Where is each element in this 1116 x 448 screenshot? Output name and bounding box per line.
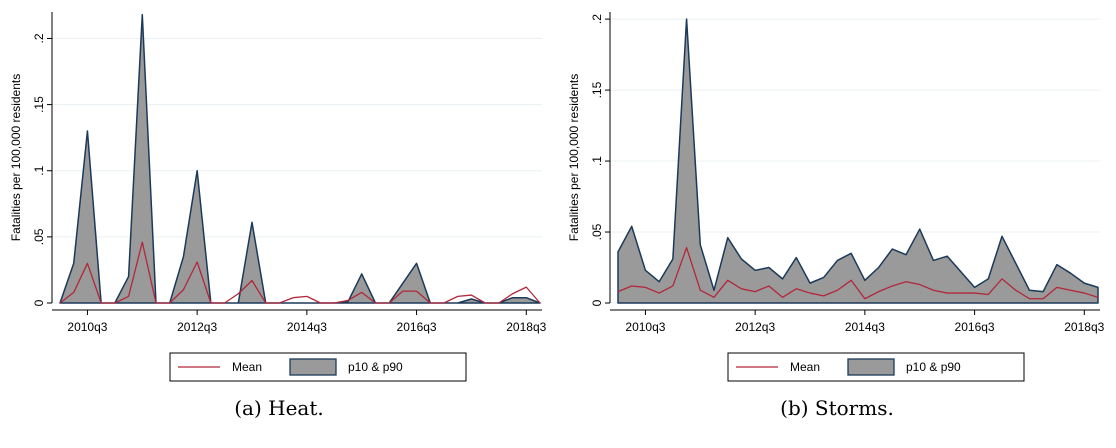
y-tick-label: .05: [590, 223, 604, 240]
y-tick-label: .15: [590, 81, 604, 98]
x-tick-label: 2010q3: [625, 320, 665, 334]
legend-band-label: p10 & p90: [348, 360, 403, 374]
series-mean-line: [617, 246, 1099, 300]
y-tick-label: .2: [32, 33, 46, 43]
y-tick-label: .15: [32, 96, 46, 113]
series-band-area: [617, 18, 1099, 304]
legend-band-swatch: [847, 358, 895, 376]
y-tick-label: .05: [32, 228, 46, 245]
caption-storms: (b) Storms.: [780, 396, 894, 420]
legend-mean-label: Mean: [232, 360, 262, 374]
series-band-area: [59, 13, 541, 304]
panel-heat: 0 .05 .1 .15 .2 Fatalities per 100,000 reside…: [9, 12, 547, 420]
legend-band-swatch: [289, 358, 337, 376]
x-tick-label: 2016q3: [397, 320, 437, 334]
legend-mean-label: Mean: [790, 360, 820, 374]
chart-heat: 0 .05 .1 .15 .2 Fatalities per 100,000 reside…: [9, 12, 547, 382]
x-tick-label: 2012q3: [735, 320, 775, 334]
series-mean-line: [59, 241, 541, 304]
legend-band-label: p10 & p90: [906, 360, 961, 374]
x-tick-label: 2014q3: [287, 320, 327, 334]
chart-storms: 0 .05 .1 .15 .2 Fatalities per 100,000 reside…: [567, 12, 1105, 382]
y-tick-label: 0: [590, 299, 604, 306]
y-axis-label: Fatalities per 100,000 residents: [9, 74, 23, 241]
y-tick-label: .2: [590, 14, 604, 24]
x-tick-label: 2018q3: [1064, 320, 1104, 334]
y-axis-label: Fatalities per 100,000 residents: [567, 74, 581, 241]
caption-heat: (a) Heat.: [234, 396, 324, 420]
panel-storms: 0 .05 .1 .15 .2 Fatalities per 100,000 reside…: [558, 0, 1116, 448]
y-tick-label: 0: [32, 299, 46, 306]
x-tick-label: 2018q3: [506, 320, 546, 334]
x-tick-label: 2012q3: [177, 320, 217, 334]
y-tick-label: .1: [590, 156, 604, 166]
x-tick-label: 2016q3: [955, 320, 995, 334]
x-tick-label: 2010q3: [67, 320, 107, 334]
x-tick-label: 2014q3: [845, 320, 885, 334]
y-tick-label: .1: [32, 165, 46, 175]
